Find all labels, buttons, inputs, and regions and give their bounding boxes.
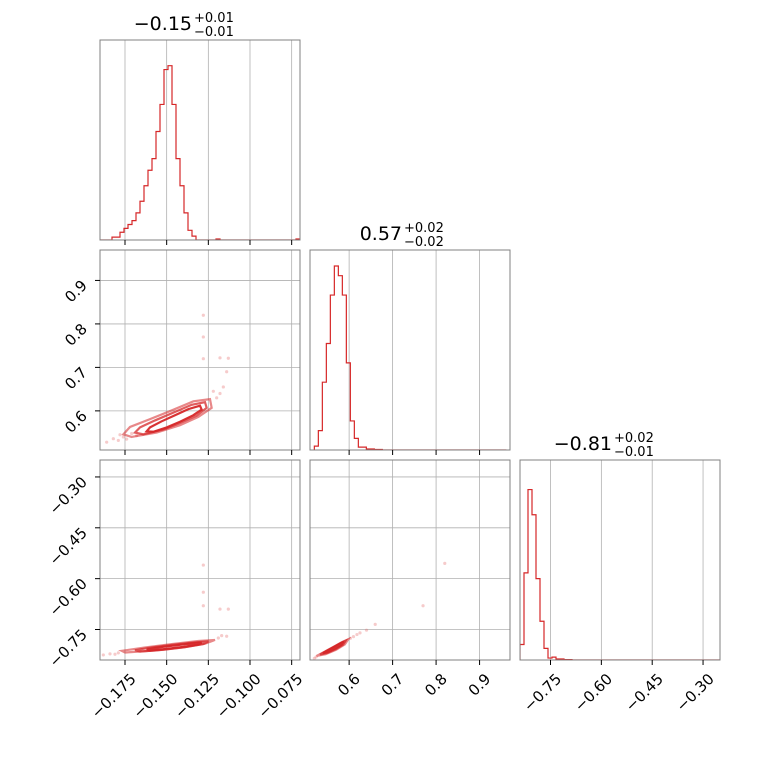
density-contour xyxy=(121,397,213,439)
param-title-value: −0.15 xyxy=(134,13,192,35)
gridlines xyxy=(100,460,300,660)
sample-point xyxy=(226,356,230,360)
sample-point xyxy=(355,632,359,637)
sample-point xyxy=(221,385,225,389)
sample-point xyxy=(218,607,222,611)
scatter-samples xyxy=(312,561,447,660)
sample-point xyxy=(105,440,109,444)
panel-frame xyxy=(519,459,721,661)
param-title-upper-error: +0.02 xyxy=(404,221,444,236)
sample-point xyxy=(216,636,220,640)
param-title-lower-error: −0.01 xyxy=(194,25,234,40)
scatter-samples xyxy=(101,563,230,657)
x-tick-label: −0.30 xyxy=(673,670,718,715)
x-tick-label: 0.9 xyxy=(465,670,495,700)
sample-point xyxy=(225,634,229,638)
gridlines xyxy=(348,250,480,450)
sample-point xyxy=(218,356,222,360)
sample-point xyxy=(101,653,105,657)
sample-point xyxy=(125,437,129,441)
scatter-samples xyxy=(105,313,230,444)
panel-frame xyxy=(309,249,511,451)
density-panel: 0.6 0.7 0.8 0.9 xyxy=(309,459,511,700)
sample-point xyxy=(211,389,215,393)
y-tick-label: −0.60 xyxy=(46,575,91,620)
sample-point xyxy=(201,604,205,608)
density-panel: −0.175−0.150−0.125−0.100−0.075 −0.75 −0.60… xyxy=(46,459,306,722)
panel-frame xyxy=(99,459,301,661)
sample-point xyxy=(201,563,205,567)
histogram-line xyxy=(520,488,720,660)
sample-point xyxy=(220,633,224,638)
sample-point xyxy=(121,435,125,439)
sample-point xyxy=(225,370,229,374)
x-tick-label: −0.125 xyxy=(171,670,223,722)
x-tick-label: −0.075 xyxy=(254,670,306,722)
sample-point xyxy=(201,335,205,339)
gridlines xyxy=(124,40,293,240)
sample-point xyxy=(358,631,362,635)
sample-point xyxy=(215,396,219,400)
y-tick-label: 0.7 xyxy=(61,363,91,393)
sample-point xyxy=(201,357,205,361)
param-title-upper-error: +0.02 xyxy=(614,431,654,446)
sample-point xyxy=(421,604,425,608)
sample-point xyxy=(364,628,369,632)
density-panel: 0.6 0.7 0.8 0.9 xyxy=(61,249,301,455)
y-tick-label: −0.30 xyxy=(46,473,91,518)
x-tick-label: −0.45 xyxy=(622,670,667,715)
sample-point xyxy=(201,590,205,594)
x-tick-label: 0.8 xyxy=(421,670,451,700)
panel-frame xyxy=(99,249,301,451)
sample-point xyxy=(118,433,122,437)
x-tick-label: −0.75 xyxy=(520,670,565,715)
param-title-lower-error: −0.01 xyxy=(614,445,654,460)
x-tick-label: 0.7 xyxy=(378,670,408,700)
param-title-value: −0.81 xyxy=(554,433,612,455)
param-title-lower-error: −0.02 xyxy=(404,235,444,250)
sample-point xyxy=(116,651,120,655)
sample-point xyxy=(116,438,120,443)
y-tick-label: 0.6 xyxy=(61,407,91,437)
param-title-upper-error: +0.01 xyxy=(194,11,234,26)
param-title-value: 0.57 xyxy=(360,223,402,245)
sample-point xyxy=(201,313,205,317)
density-contour xyxy=(316,636,352,658)
density-contour xyxy=(144,404,204,433)
histogram-line xyxy=(313,265,507,450)
panel-frame xyxy=(309,459,511,661)
sample-point xyxy=(226,607,230,611)
sample-point xyxy=(130,431,134,436)
gridlines xyxy=(310,460,510,660)
y-tick-label: −0.75 xyxy=(46,626,91,671)
density-contour xyxy=(118,638,216,654)
sample-point xyxy=(111,437,115,441)
y-tick-label: −0.45 xyxy=(46,524,91,569)
x-tick-label: −0.100 xyxy=(213,670,265,722)
y-tick-label: 0.9 xyxy=(61,277,91,307)
panel-frame xyxy=(99,39,301,241)
sample-point xyxy=(351,635,356,639)
histogram-line xyxy=(100,65,300,240)
x-tick-label: −0.60 xyxy=(571,670,616,715)
sample-point xyxy=(108,652,112,656)
sample-point xyxy=(443,561,447,565)
gridlines xyxy=(100,250,300,450)
sample-point xyxy=(218,391,222,396)
histogram-panel: −0.15 +0.01−0.01 xyxy=(99,11,301,245)
density-contour xyxy=(132,400,208,436)
sample-point xyxy=(312,656,316,660)
sample-point xyxy=(373,622,377,627)
sample-point xyxy=(113,652,117,656)
x-tick-label: 0.6 xyxy=(334,670,364,700)
y-tick-label: 0.8 xyxy=(61,320,91,350)
histogram-panel: −0.75 −0.60 −0.45 −0.30 −0.81 +0.02−0.01 xyxy=(519,431,721,715)
x-tick-label: −0.150 xyxy=(129,670,181,722)
x-tick-label: −0.175 xyxy=(88,670,140,722)
gridlines xyxy=(550,460,704,660)
histogram-panel: 0.57 +0.02−0.02 xyxy=(309,221,511,455)
